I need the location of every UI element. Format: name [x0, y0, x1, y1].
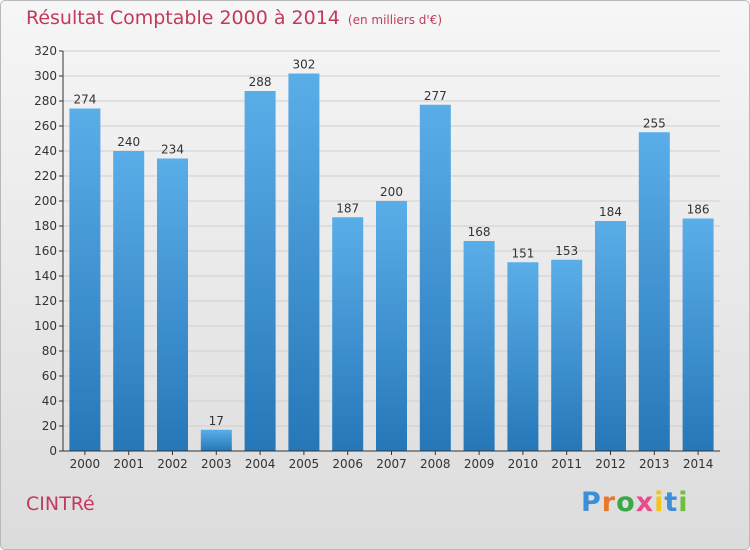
y-tick-label: 320 — [34, 44, 57, 58]
logo-letter: t — [664, 487, 679, 518]
bar-2008 — [419, 104, 451, 451]
logo-letter: r — [601, 487, 617, 518]
bar-2002 — [157, 158, 188, 451]
bar-2004 — [244, 91, 276, 451]
y-tick-label: 80 — [42, 344, 57, 358]
x-tick-label-2008: 2008 — [420, 457, 451, 471]
value-label-2013: 255 — [643, 116, 666, 130]
y-tick-label: 140 — [34, 269, 57, 283]
y-tick-label: 100 — [34, 319, 57, 333]
bar-2000 — [69, 108, 101, 451]
x-tick-label-2014: 2014 — [683, 457, 714, 471]
bar-2007 — [376, 201, 407, 451]
value-label-2008: 277 — [424, 89, 447, 103]
y-tick-label: 40 — [42, 394, 57, 408]
bar-2003 — [200, 429, 232, 451]
bar-2014 — [682, 218, 714, 451]
y-tick-label: 20 — [42, 419, 57, 433]
x-tick-label-2010: 2010 — [508, 457, 539, 471]
y-tick-label: 260 — [34, 119, 57, 133]
x-tick-label-2013: 2013 — [639, 457, 670, 471]
logo-letter: o — [616, 487, 636, 518]
chart-title: Résultat Comptable 2000 à 2014 (en millie… — [26, 7, 442, 29]
value-label-2014: 186 — [687, 203, 710, 217]
bar-2012 — [595, 221, 626, 451]
y-tick-label: 300 — [34, 69, 57, 83]
logo-letter: i — [654, 487, 665, 518]
bar-2011 — [551, 259, 583, 451]
y-tick-label: 200 — [34, 194, 57, 208]
x-tick-label-2004: 2004 — [245, 457, 276, 471]
x-tick-label-2000: 2000 — [70, 457, 101, 471]
x-tick-label-2011: 2011 — [551, 457, 582, 471]
axis-layer: 0 20 40 60 80 100 120 140 160 180 200 220 240 260 280 3… — [34, 44, 720, 471]
value-label-2002: 234 — [161, 143, 184, 157]
bar-2001 — [113, 151, 145, 451]
title-text: Résultat Comptable 2000 à 2014 — [26, 7, 340, 29]
y-tick-label: 120 — [34, 294, 57, 308]
value-label-2012: 184 — [599, 205, 622, 219]
x-tick-label-2002: 2002 — [157, 457, 188, 471]
logo-letter: i — [678, 487, 689, 518]
value-label-2007: 200 — [380, 185, 403, 199]
value-label-2001: 240 — [117, 135, 140, 149]
bar-2006 — [332, 217, 364, 451]
bar-layer: 274 240 234 17 288 302 187 200 277 168 151 153 184 25… — [69, 58, 714, 451]
y-tick-label: 220 — [34, 169, 57, 183]
logo-letter: P — [581, 487, 602, 518]
bar-2010 — [507, 262, 539, 451]
x-tick-label-2001: 2001 — [113, 457, 144, 471]
y-tick-label: 180 — [34, 219, 57, 233]
y-tick-label: 0 — [49, 444, 57, 458]
value-label-2004: 288 — [249, 75, 272, 89]
value-label-2000: 274 — [73, 93, 96, 107]
y-tick-label: 280 — [34, 94, 57, 108]
x-tick-label-2007: 2007 — [376, 457, 407, 471]
chart-subtitle: (en milliers d'€) — [347, 13, 443, 27]
logo-letter: x — [635, 487, 655, 518]
x-tick-label-2009: 2009 — [464, 457, 495, 471]
y-tick-label: 60 — [42, 369, 57, 383]
value-label-2011: 153 — [555, 244, 578, 258]
x-tick-label-2003: 2003 — [201, 457, 232, 471]
x-tick-label-2006: 2006 — [332, 457, 363, 471]
proxiti-logo[interactable]: Proxiti — [581, 487, 689, 518]
commune-name: CINTRé — [26, 493, 95, 515]
x-tick-label-2005: 2005 — [289, 457, 320, 471]
y-tick-label: 240 — [34, 144, 57, 158]
value-label-2010: 151 — [511, 246, 534, 260]
value-label-2006: 187 — [336, 201, 359, 215]
value-label-2005: 302 — [292, 58, 315, 72]
y-tick-label: 160 — [34, 244, 57, 258]
bar-2005 — [288, 73, 320, 451]
x-tick-label-2012: 2012 — [595, 457, 626, 471]
value-label-2003: 17 — [209, 414, 224, 428]
value-label-2009: 168 — [468, 225, 491, 239]
bar-2013 — [638, 132, 670, 451]
bar-2009 — [463, 241, 495, 451]
